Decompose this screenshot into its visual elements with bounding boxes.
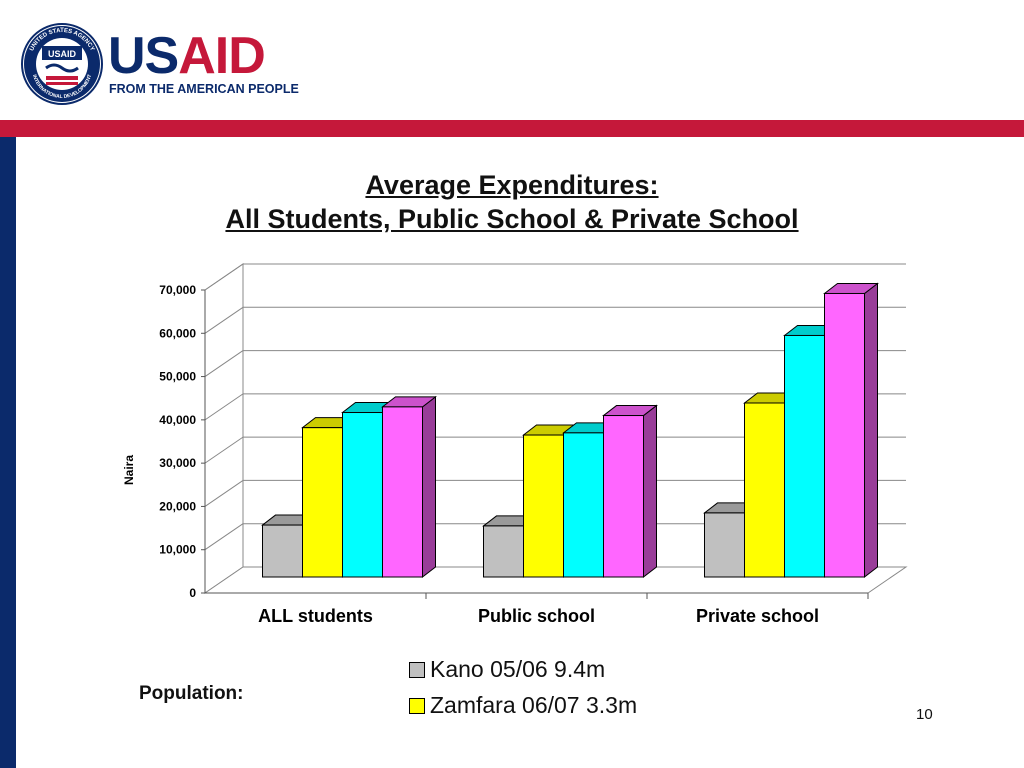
left-accent-bar	[0, 137, 16, 768]
bar	[483, 525, 524, 578]
bar	[342, 412, 383, 578]
bar	[262, 524, 303, 578]
bar-side	[422, 395, 436, 579]
usaid-wordmark: USAID	[108, 27, 266, 85]
gridline-diag	[204, 480, 244, 507]
y-tick-label: 30,000	[159, 456, 196, 470]
gridline-diag	[204, 393, 244, 421]
legend-item-kano: Kano 05/06 9.4m	[409, 656, 605, 683]
bar	[603, 415, 644, 578]
gridline-diag	[204, 523, 244, 551]
bar	[523, 434, 564, 578]
seal-center-text: USAID	[48, 49, 77, 59]
bar	[824, 292, 865, 578]
gridline-diag	[204, 306, 244, 334]
wordmark-aid: AID	[178, 27, 266, 85]
x-tick-label: Private school	[696, 606, 819, 626]
chart-subtitle: All Students, Public School & Private Sc…	[225, 204, 799, 234]
x-tick-label: ALL students	[258, 606, 373, 626]
y-tick-label: 70,000	[159, 283, 196, 297]
gridline-diag	[204, 436, 244, 464]
header-red-band	[0, 120, 1024, 137]
bar	[784, 334, 825, 578]
bar-side	[643, 404, 657, 579]
y-tick-label: 60,000	[159, 326, 196, 340]
bar-side	[864, 282, 878, 579]
bar	[382, 406, 423, 578]
legend-label-kano: Kano 05/06 9.4m	[430, 656, 606, 682]
bar	[302, 427, 343, 578]
chart-side-wall	[204, 263, 244, 594]
bar	[704, 512, 745, 578]
y-tick-label: 50,000	[159, 370, 196, 384]
tagline: FROM THE AMERICAN PEOPLE	[109, 82, 299, 96]
wordmark-us: US	[108, 27, 179, 85]
y-tick-label: 10,000	[159, 543, 196, 557]
y-tick-label: 20,000	[159, 499, 196, 513]
chart-title: Average Expenditures:	[365, 170, 659, 200]
legend-label-zamfara: Zamfara 06/07 3.3m	[430, 692, 638, 718]
legend-swatch-zamfara	[409, 697, 425, 714]
gridline-diag	[204, 263, 244, 291]
usaid-seal-icon: USAID UNITED STATES AGENCY INTERNATIONAL…	[21, 23, 103, 105]
y-tick-label: 40,000	[159, 413, 196, 427]
page-number: 10	[916, 706, 933, 723]
bar	[744, 402, 785, 578]
gridline-diag	[204, 350, 244, 377]
usaid-logo: USAID UNITED STATES AGENCY INTERNATIONAL…	[20, 22, 310, 108]
x-tick-label: Public school	[478, 606, 595, 626]
y-tick-label: 0	[189, 586, 196, 600]
bar-chart: 0 10,000 20,000 30,000 40,000 50,000 60,000 70,…	[122, 263, 908, 626]
legend-swatch-kano	[409, 661, 425, 678]
population-label: Population:	[139, 683, 244, 704]
y-axis-label: Naira	[122, 455, 136, 485]
legend-item-zamfara: Zamfara 06/07 3.3m	[409, 692, 637, 719]
bar	[563, 432, 604, 578]
